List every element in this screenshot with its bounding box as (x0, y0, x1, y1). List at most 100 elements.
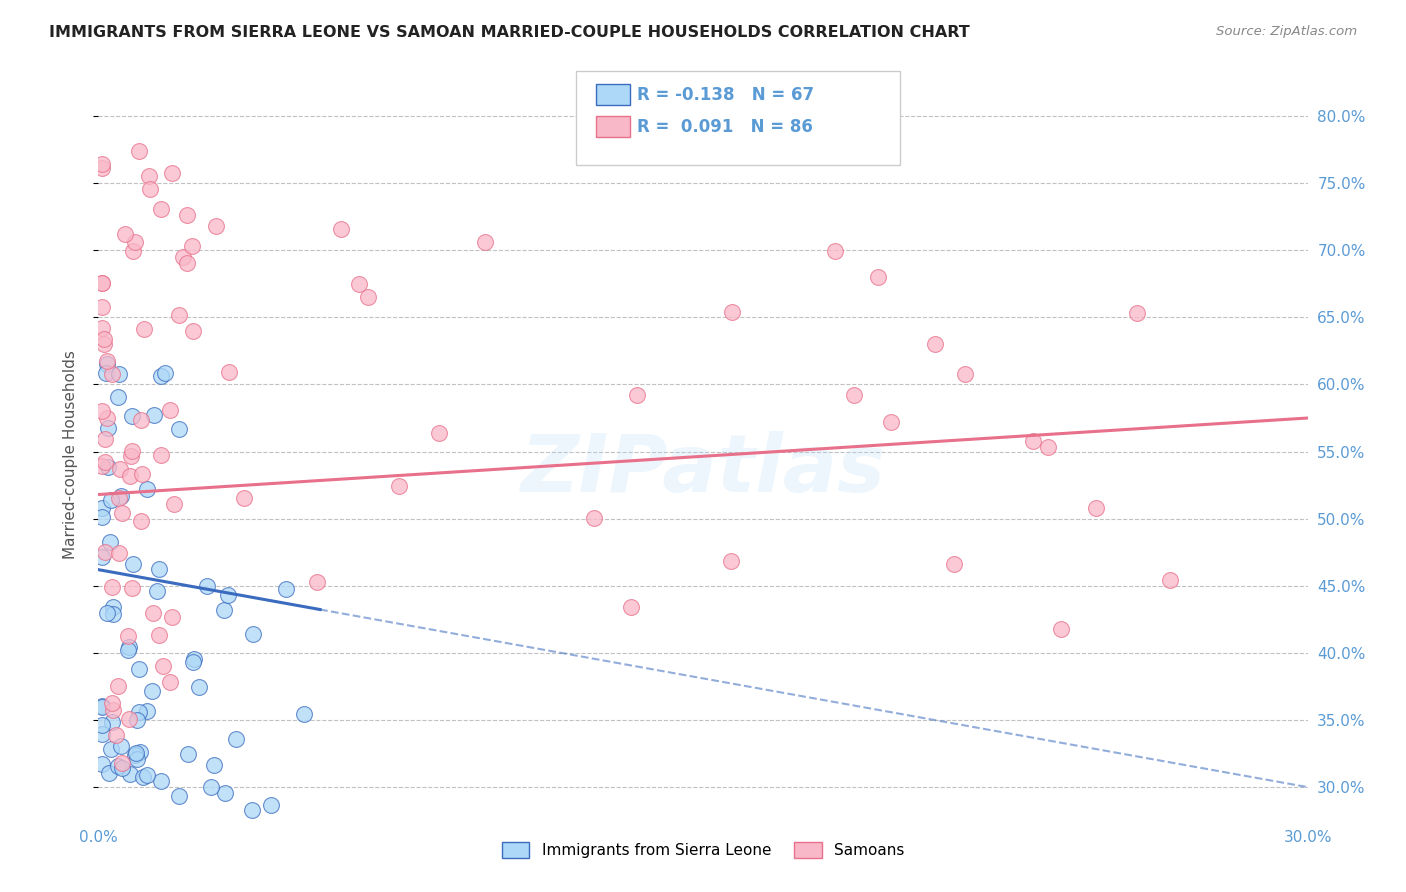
Point (1084, 500, 1107, 515)
Point (169, 789, 191, 803)
Point (91, 404, 114, 418)
Point (163, 497, 186, 511)
Point (135, 482, 157, 496)
Point (135, 704, 157, 718)
Point (118, 640, 141, 655)
Point (91, 157, 114, 171)
Point (149, 448, 172, 462)
Point (1049, 622, 1071, 636)
Point (132, 322, 155, 336)
Point (91, 510, 114, 524)
Point (172, 250, 194, 264)
Point (125, 746, 148, 760)
Point (720, 554, 742, 568)
Point (128, 745, 150, 759)
Point (124, 235, 146, 249)
Point (128, 661, 150, 675)
Point (214, 785, 236, 799)
Point (200, 780, 222, 795)
Text: Source: ZipAtlas.com: Source: ZipAtlas.com (1216, 25, 1357, 38)
Point (96, 410, 118, 425)
Point (146, 584, 169, 599)
Point (176, 747, 198, 761)
Point (121, 409, 143, 423)
Point (626, 388, 648, 402)
Point (131, 770, 153, 784)
Point (120, 469, 142, 483)
Point (93, 455, 115, 469)
Point (292, 706, 315, 721)
Point (108, 368, 131, 382)
Point (942, 557, 965, 571)
Point (260, 797, 283, 812)
Point (107, 758, 129, 772)
Point (97, 765, 120, 780)
Point (91, 300, 114, 314)
Point (136, 768, 159, 782)
Point (620, 600, 643, 615)
Point (91, 277, 114, 291)
Legend: Immigrants from Sierra Leone, Samoans: Immigrants from Sierra Leone, Samoans (496, 836, 910, 864)
Text: ZIPatlas: ZIPatlas (520, 431, 886, 508)
Point (93, 332, 115, 346)
Point (110, 462, 132, 476)
Point (91, 757, 114, 772)
Point (110, 506, 132, 520)
Point (117, 629, 139, 643)
Point (141, 684, 163, 698)
Point (101, 703, 124, 717)
Point (138, 181, 160, 195)
Point (217, 588, 239, 602)
Point (107, 491, 129, 505)
Point (176, 208, 198, 222)
Point (94, 432, 117, 446)
Point (91, 727, 114, 741)
Point (114, 227, 136, 241)
Point (167, 309, 190, 323)
Point (120, 766, 142, 780)
Point (91, 161, 114, 176)
Point (159, 674, 181, 689)
Point (122, 244, 145, 258)
Point (107, 679, 129, 693)
Point (101, 368, 124, 382)
Point (110, 739, 132, 753)
Point (93, 337, 115, 351)
Point (96, 354, 118, 368)
Point (148, 562, 170, 576)
Point (330, 222, 353, 236)
Point (91, 718, 114, 732)
Point (125, 752, 148, 766)
Point (117, 642, 139, 657)
Point (181, 656, 204, 670)
Point (97, 421, 120, 435)
Point (143, 408, 166, 422)
Point (150, 369, 173, 384)
Point (427, 426, 450, 441)
Point (195, 579, 218, 593)
Point (160, 166, 183, 180)
Text: IMMIGRANTS FROM SIERRA LEONE VS SAMOAN MARRIED-COUPLE HOUSEHOLDS CORRELATION CHA: IMMIGRANTS FROM SIERRA LEONE VS SAMOAN M… (49, 25, 970, 40)
Point (124, 748, 146, 763)
Point (167, 421, 190, 435)
Point (148, 628, 170, 642)
Point (176, 255, 198, 269)
Point (107, 390, 129, 404)
Point (181, 239, 204, 253)
Point (131, 413, 153, 427)
Point (187, 680, 209, 694)
Point (91, 700, 114, 714)
Point (153, 366, 176, 380)
Point (212, 603, 235, 617)
Point (111, 761, 134, 775)
Point (218, 365, 240, 379)
Point (120, 449, 142, 463)
Point (232, 491, 254, 505)
Point (181, 324, 204, 338)
Point (91, 699, 114, 714)
Point (91, 549, 114, 564)
Point (98, 535, 121, 549)
Point (111, 756, 134, 771)
Point (1022, 434, 1045, 449)
Point (357, 290, 380, 304)
